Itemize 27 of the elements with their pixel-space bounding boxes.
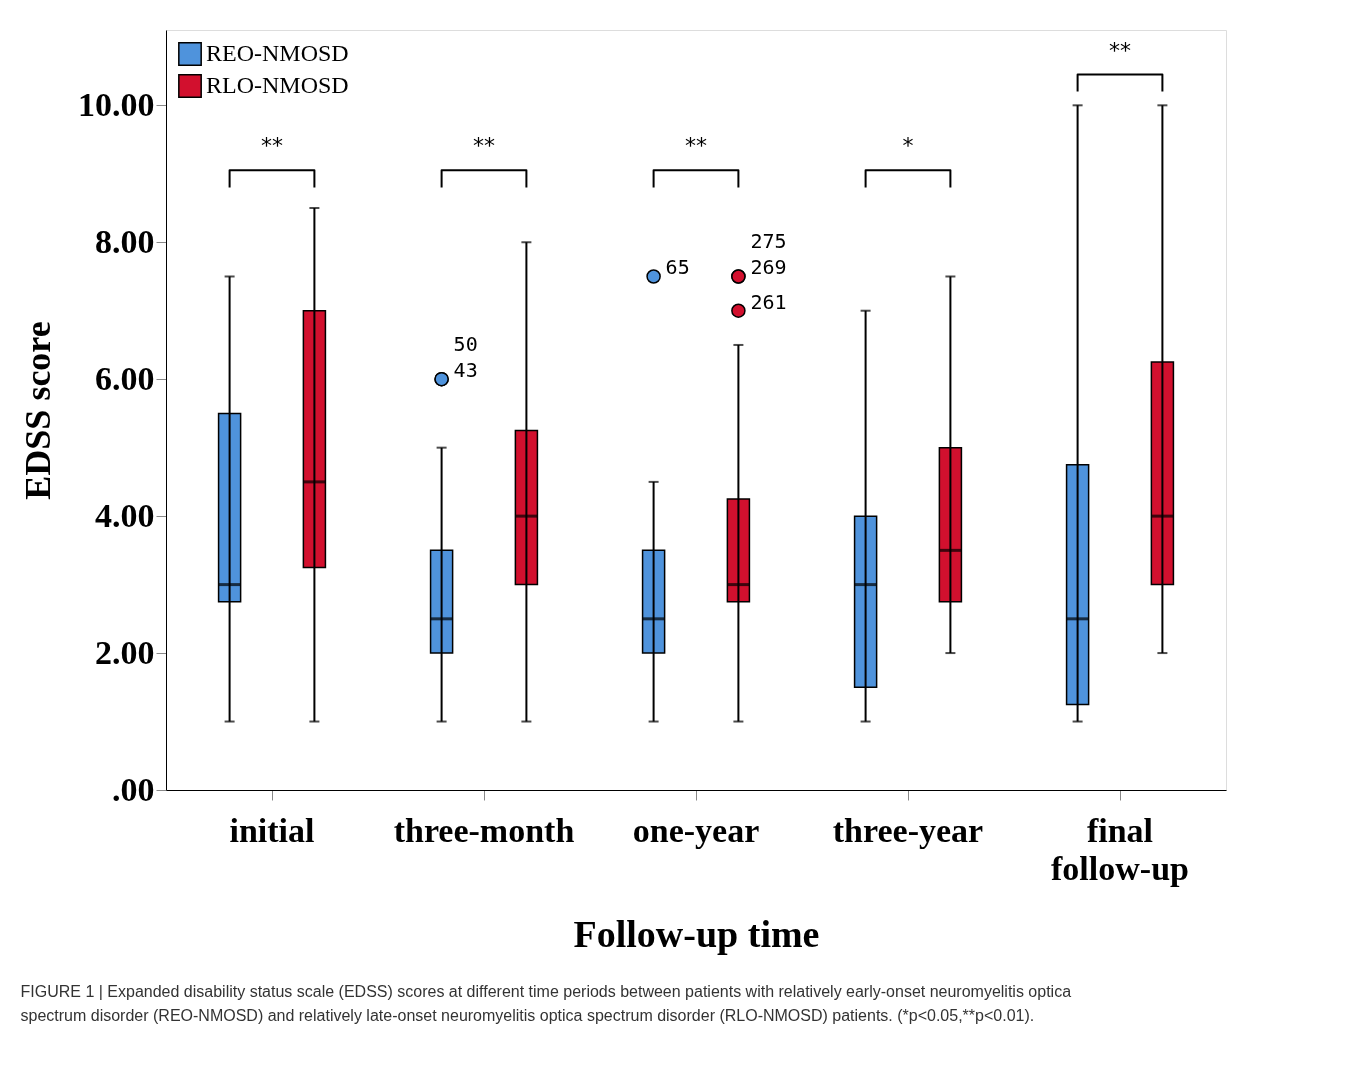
annotation: 43 xyxy=(453,358,478,383)
annotation: 269 xyxy=(750,255,787,280)
annotation: 275 xyxy=(750,229,787,254)
annotation: ** xyxy=(473,133,495,159)
x-tick-label: initial xyxy=(229,811,315,849)
legend-label: RLO-NMOSD xyxy=(206,72,349,98)
y-tick-label: 10.00 xyxy=(78,85,155,123)
y-axis-title: EDSS score xyxy=(18,321,58,500)
y-tick-label: 2.00 xyxy=(95,633,155,671)
annotation: ** xyxy=(1109,37,1131,63)
x-tick-label: final follow-up xyxy=(1051,811,1189,887)
annotation: ** xyxy=(685,133,707,159)
x-tick-label: three-month xyxy=(393,811,575,849)
annotation: 50 xyxy=(453,332,478,357)
x-axis-title: Follow-up time xyxy=(573,912,820,955)
x-tick-label: one-year xyxy=(632,811,760,849)
y-tick-label: .00 xyxy=(112,770,155,808)
annotation: ** xyxy=(261,133,283,159)
annotation: 65 xyxy=(665,255,690,280)
y-tick-label: 6.00 xyxy=(95,359,155,397)
y-tick-label: 4.00 xyxy=(95,496,155,534)
caption: FIGURE 1 | Expanded disability status scale (EDSS) scores at different time periods between patients with relatively early-onset neuromyelitis optica spectrum disorder (REO-NMOSD) and relatively late-onset neuromyelitis optica spectrum disorder (RLO-NMOSD) patients. (*p<0.05,**p<0.01). xyxy=(20,983,1072,1024)
annotation: 261 xyxy=(750,289,787,314)
legend-label: REO-NMOSD xyxy=(206,40,349,66)
x-tick-label: three-year xyxy=(832,811,984,849)
annotation: * xyxy=(902,133,914,159)
y-tick-label: 8.00 xyxy=(95,222,155,260)
